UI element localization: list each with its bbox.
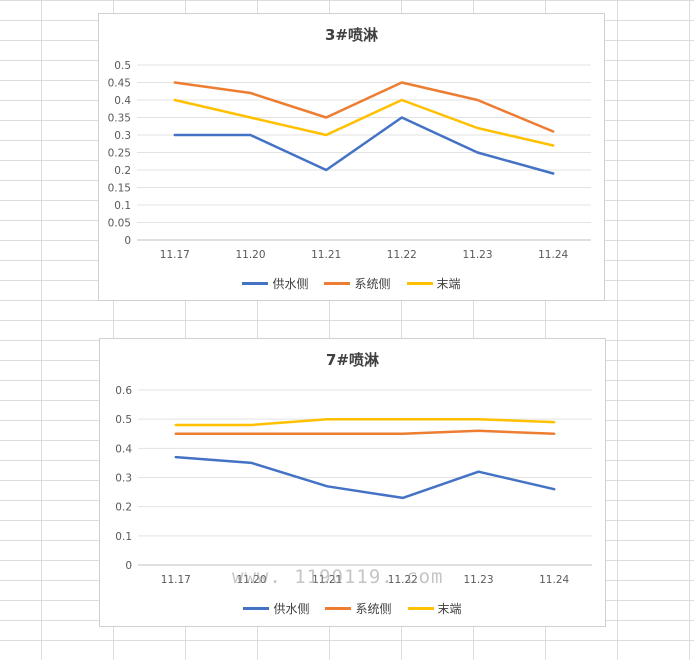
y-tick-label: 0.05 [108,218,131,230]
y-tick-label: 0.1 [115,531,132,543]
legend-swatch [324,282,351,285]
y-tick-label: 0.2 [115,502,132,514]
y-tick-label: 0 [124,235,131,247]
y-tick-label: 0.25 [108,148,131,160]
series-line-1 [173,81,555,133]
legend-label: 系统侧 [355,602,392,616]
x-tick-label: 11.20 [236,574,266,586]
series-line-2 [174,417,556,427]
line-chart-7: 0 0.1 0.2 0.3 0.4 0.5 0.6 11.17 11.20 11.21 11.22 1… [115,385,592,586]
chart-title: 3#喷淋 [324,26,378,44]
legend: 供水侧 系统侧 末端 [99,275,604,292]
series-line-0 [174,455,556,500]
y-tick-label: 0.2 [114,165,131,177]
x-tick-label: 11.21 [312,574,342,586]
chart-card-3[interactable]: 3#喷淋 0 0.05 0.1 0.15 0.2 0.25 0.3 0.35 0.4 0.45 0.… [98,13,605,301]
series-line-0 [173,116,555,175]
x-tick-label: 11.23 [462,249,492,261]
legend-swatch [243,607,270,610]
x-tick-label: 11.17 [161,574,191,586]
legend-swatch [325,607,352,610]
y-tick-label: 0.15 [108,183,131,195]
legend-item-end: 末端 [406,275,461,292]
y-tick-label: 0.3 [114,130,131,142]
legend-item-system: 系统侧 [324,275,391,292]
y-tick-label: 0.6 [115,385,132,397]
legend-item-end: 末端 [407,600,462,617]
x-tick-label: 11.22 [388,574,418,586]
x-tick-label: 11.21 [311,249,341,261]
x-tick-label: 11.23 [463,574,493,586]
x-tick-label: 11.22 [387,249,417,261]
y-tick-label: 0.35 [108,113,131,125]
legend-label: 系统侧 [354,277,391,291]
series-line-1 [174,429,556,436]
legend-label: 供水侧 [272,277,309,291]
y-tick-label: 0.5 [114,60,131,72]
y-tick-label: 0.4 [114,95,131,107]
y-tick-label: 0.45 [108,78,131,90]
chart-title: 7#喷淋 [325,351,379,369]
legend-item-system: 系统侧 [325,600,392,617]
legend-item-supply: 供水侧 [243,600,309,617]
legend-swatch [407,607,434,610]
y-tick-label: 0.5 [115,414,132,426]
legend: 供水侧 系统侧 末端 [100,600,605,617]
legend-item-supply: 供水侧 [242,275,308,292]
y-tick-label: 0.3 [115,473,132,485]
x-tick-label: 11.17 [160,249,190,261]
x-tick-label: 11.24 [538,249,568,261]
y-tick-label: 0.4 [115,443,132,455]
legend-label: 末端 [437,602,462,616]
x-tick-label: 11.20 [235,249,265,261]
legend-label: 供水侧 [273,602,310,616]
legend-label: 末端 [436,277,461,291]
y-tick-label: 0.1 [114,200,131,212]
y-tick-label: 0 [125,560,132,572]
line-chart-3: 0 0.05 0.1 0.15 0.2 0.25 0.3 0.35 0.4 0.45 0.5 11.1… [108,60,591,261]
legend-swatch [406,282,433,285]
chart-card-7[interactable]: 7#喷淋 0 0.1 0.2 0.3 0.4 0.5 0.6 11.17 11.20 11.21 1… [99,338,606,627]
legend-swatch [242,282,269,285]
series-line-2 [173,98,555,147]
x-tick-label: 11.24 [539,574,569,586]
